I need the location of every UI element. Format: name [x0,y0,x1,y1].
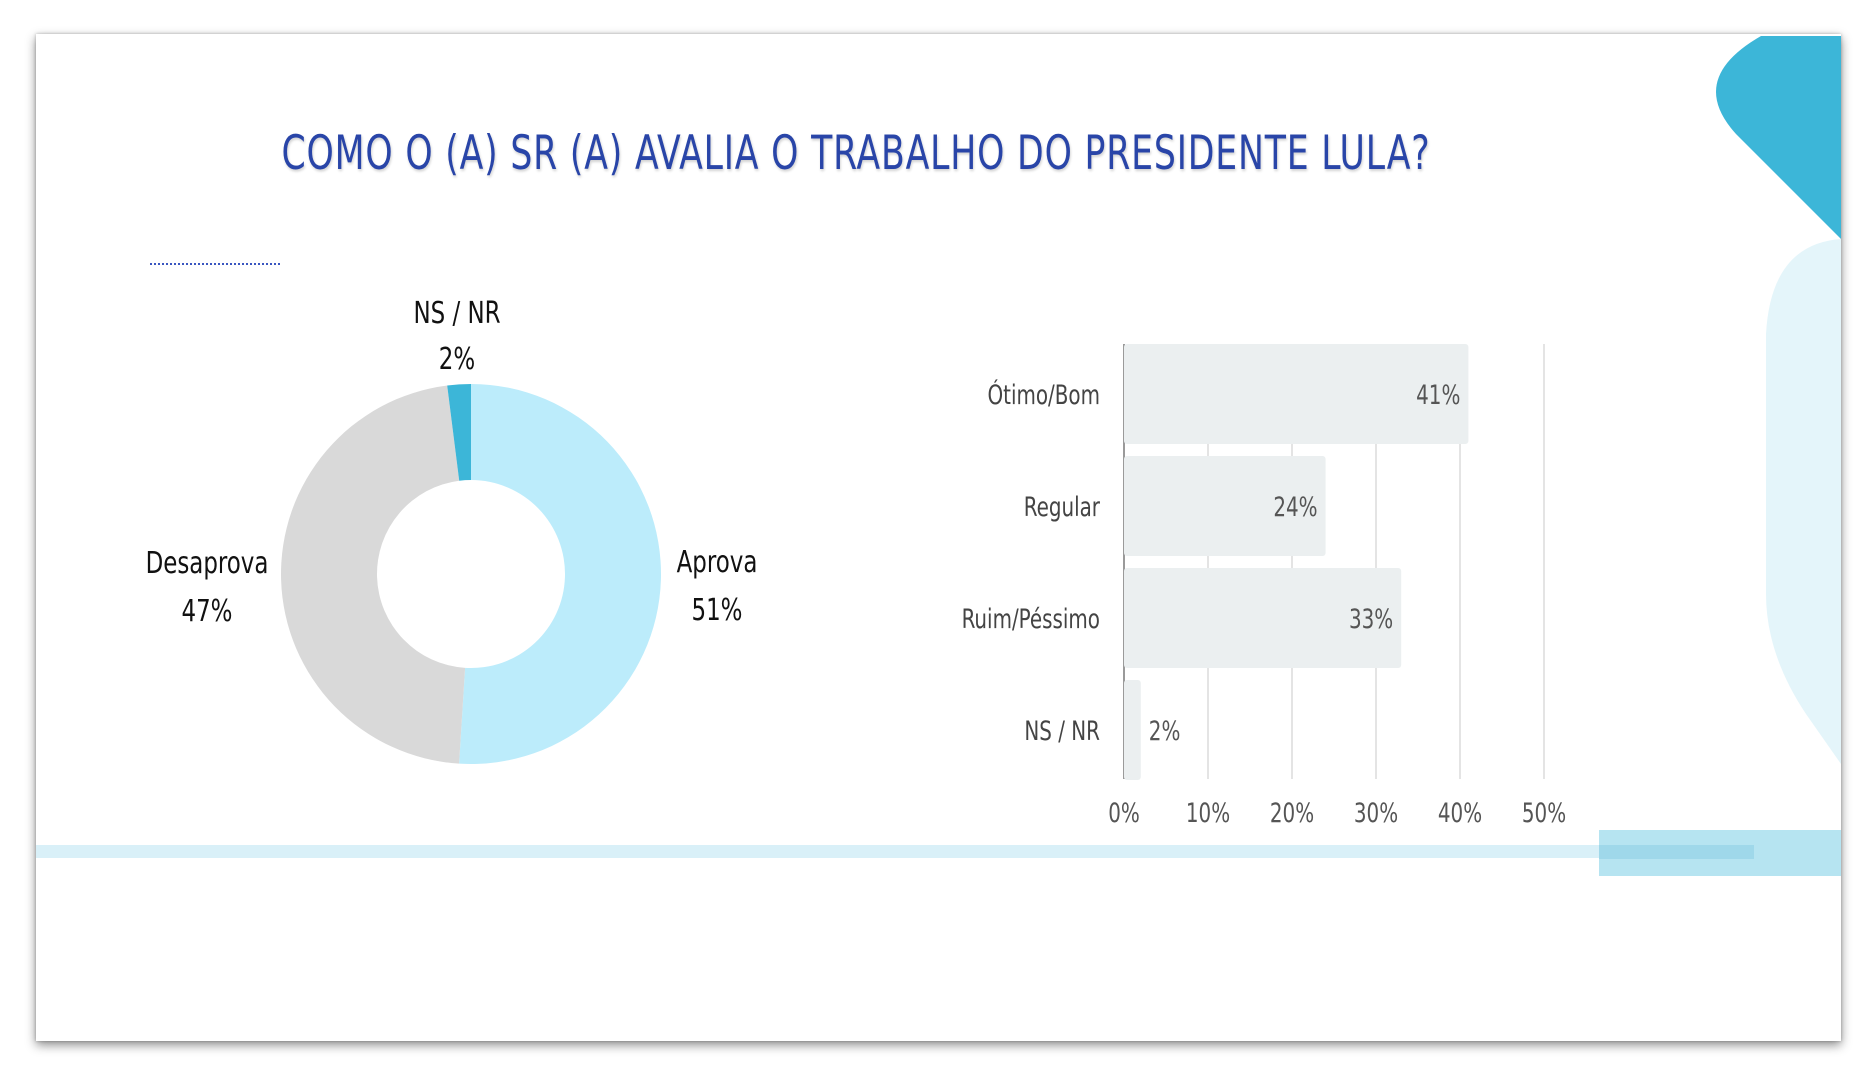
donut-label-aprova: Aprova [677,544,758,580]
slide: COMO O (A) SR (A) AVALIA O TRABALHO DO P… [36,34,1841,1041]
category-label-regular: Regular [1024,491,1101,523]
category-label-otimo-bom: Ótimo/Bom [988,378,1100,411]
page-title: COMO O (A) SR (A) AVALIA O TRABALHO DO P… [281,126,1431,181]
donut-label-desaprova: Desaprova [146,545,269,581]
bar-chart: Ótimo/Bom 41% Regular 24% Ruim/Péssimo 33% NS … [962,344,1566,829]
donut-value-desaprova: 47% [182,593,233,629]
tick-label-30: 30% [1354,797,1398,829]
tick-label-10: 10% [1186,797,1230,829]
tick-label-0: 0% [1108,797,1140,829]
tick-label-50: 50% [1522,797,1566,829]
donut-chart: Aprova 51% Desaprova 47% NS / NR 2% [146,295,758,764]
title-underline-dotted [150,263,280,265]
donut-slice-ns-nr [447,384,471,481]
category-label-ns-nr: NS / NR [1024,715,1100,747]
bar-otimo-bom [1124,344,1469,444]
top-right-accent-shape [1716,36,1841,239]
slide-decoration [36,36,1841,876]
bar-ns-nr [1124,680,1141,780]
tick-label-40: 40% [1438,797,1482,829]
donut-slice-aprova [459,383,662,764]
data-label-ruim-pessimo: 33% [1349,603,1393,635]
donut-slice-desaprova [281,385,466,764]
data-label-otimo-bom: 41% [1416,379,1460,411]
right-light-accent-shape [1766,239,1841,764]
bar-ruim-pessimo [1124,568,1402,668]
donut-label-ns-nr: NS / NR [413,295,500,331]
bottom-right-accent-stripe [1599,845,1754,859]
data-label-ns-nr: 2% [1149,715,1181,747]
category-label-ruim-pessimo: Ruim/Péssimo [962,603,1100,635]
data-label-regular: 24% [1273,491,1317,523]
donut-value-aprova: 51% [692,592,743,628]
bottom-accent-bar [36,845,1726,858]
donut-value-ns-nr: 2% [439,341,475,377]
tick-label-20: 20% [1270,797,1314,829]
bar-regular [1124,456,1326,556]
